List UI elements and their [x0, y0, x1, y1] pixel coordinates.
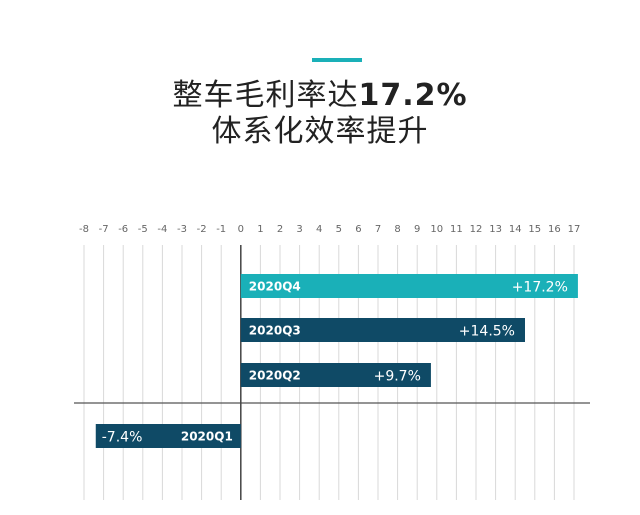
tick-label: 16: [548, 224, 561, 235]
category-label: 2020Q2: [249, 369, 301, 383]
category-label: 2020Q1: [181, 430, 233, 444]
tick-label: 3: [296, 224, 302, 235]
tick-label: 1: [257, 224, 263, 235]
tick-label: 11: [450, 224, 463, 235]
tick-label: 14: [509, 224, 522, 235]
tick-label: -3: [177, 224, 187, 235]
tick-label: -7: [99, 224, 109, 235]
tick-label: 0: [238, 224, 244, 235]
tick-label: 15: [528, 224, 541, 235]
tick-label: 13: [489, 224, 502, 235]
tick-label: -2: [197, 224, 207, 235]
value-label: +14.5%: [459, 324, 515, 340]
value-label: +17.2%: [512, 280, 568, 296]
tick-label: 7: [375, 224, 381, 235]
tick-label: -5: [138, 224, 148, 235]
category-label: 2020Q3: [249, 324, 301, 338]
tick-label: 9: [414, 224, 420, 235]
tick-label: 4: [316, 224, 322, 235]
tick-label: 10: [430, 224, 443, 235]
tick-label: 8: [394, 224, 400, 235]
tick-label: -4: [157, 224, 167, 235]
value-label: +9.7%: [374, 369, 421, 385]
tick-label: 6: [355, 224, 361, 235]
tick-label: 2: [277, 224, 283, 235]
tick-label: 5: [336, 224, 342, 235]
tick-label: -1: [216, 224, 226, 235]
tick-label: -6: [118, 224, 128, 235]
value-label: -7.4%: [102, 430, 143, 446]
category-label: 2020Q4: [249, 280, 301, 294]
tick-label: 17: [568, 224, 581, 235]
tick-label: 12: [470, 224, 483, 235]
tick-label: -8: [79, 224, 89, 235]
